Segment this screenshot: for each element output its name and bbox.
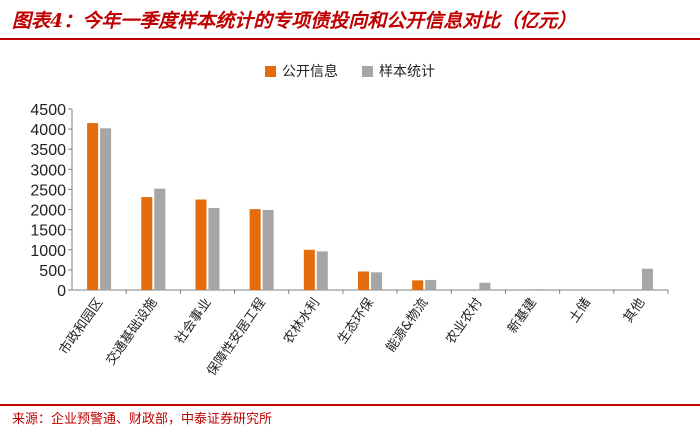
bar-series-b bbox=[641, 268, 653, 290]
y-tick-label: 1000 bbox=[30, 243, 66, 260]
bar-series-a bbox=[195, 199, 207, 290]
x-tick-label: 农林水利 bbox=[281, 296, 323, 347]
chart-legend: 公开信息 样本统计 bbox=[0, 60, 700, 82]
y-tick-label: 500 bbox=[39, 263, 66, 280]
y-tick-label: 1500 bbox=[30, 223, 66, 240]
figure-title: 图表4：今年一季度样本统计的专项债投向和公开信息对比（亿元） bbox=[12, 10, 577, 32]
bar-series-b bbox=[371, 272, 382, 290]
bar-series-a bbox=[249, 209, 261, 290]
x-tick-label: 农业农村 bbox=[444, 296, 486, 347]
x-tick-label: 土储 bbox=[567, 296, 594, 326]
legend-swatch-series-a bbox=[265, 65, 276, 77]
x-tick-label: 社会事业 bbox=[172, 295, 215, 347]
bar-series-b bbox=[100, 128, 112, 290]
y-tick-label: 4500 bbox=[30, 102, 66, 119]
y-tick-label: 2500 bbox=[30, 182, 66, 199]
bar-series-b bbox=[154, 188, 166, 290]
x-tick-label: 新基建 bbox=[504, 295, 539, 336]
bar-series-b bbox=[533, 289, 545, 290]
bar-series-a bbox=[358, 271, 369, 290]
x-tick-label: 交通基础设施 bbox=[103, 295, 161, 368]
legend-label-series-a: 公开信息 bbox=[282, 64, 338, 80]
y-tick-label: 0 bbox=[57, 283, 66, 300]
bar-chart: 0 500 1000 1500 2000 2500 3000 3500 4000 4500 市政和园… bbox=[30, 102, 669, 379]
bar-series-b bbox=[262, 209, 274, 290]
legend-label-series-b: 样本统计 bbox=[379, 64, 435, 80]
legend-swatch-series-b bbox=[362, 65, 373, 77]
x-tick-label: 生态环保 bbox=[335, 296, 377, 347]
legend-item-series-b: 样本统计 bbox=[362, 60, 435, 82]
bar-series-b bbox=[208, 207, 220, 290]
x-tick-label: 市政和园区 bbox=[56, 295, 106, 357]
y-tick-label: 3000 bbox=[30, 162, 66, 179]
y-tick-label: 2000 bbox=[30, 203, 66, 220]
x-tick-label: 能源&物流 bbox=[384, 296, 432, 356]
bar-series-b bbox=[425, 279, 437, 290]
y-tick-label: 4000 bbox=[30, 122, 66, 139]
bar-series-b bbox=[316, 251, 328, 290]
y-tick-label: 3500 bbox=[30, 142, 66, 159]
bar-series-a bbox=[141, 197, 153, 290]
x-tick-label: 保障性安居工程 bbox=[204, 296, 268, 379]
bar-series-b bbox=[479, 282, 491, 290]
bar-series-a bbox=[303, 249, 315, 290]
x-tick-label: 其他 bbox=[621, 296, 648, 326]
legend-item-series-a: 公开信息 bbox=[265, 60, 338, 82]
title-divider bbox=[0, 38, 700, 40]
source-note: 来源：企业预警通、财政部，中泰证券研究所 bbox=[12, 412, 273, 427]
bar-series-a bbox=[87, 123, 99, 290]
bar-series-a bbox=[412, 280, 424, 290]
source-divider bbox=[0, 404, 700, 406]
